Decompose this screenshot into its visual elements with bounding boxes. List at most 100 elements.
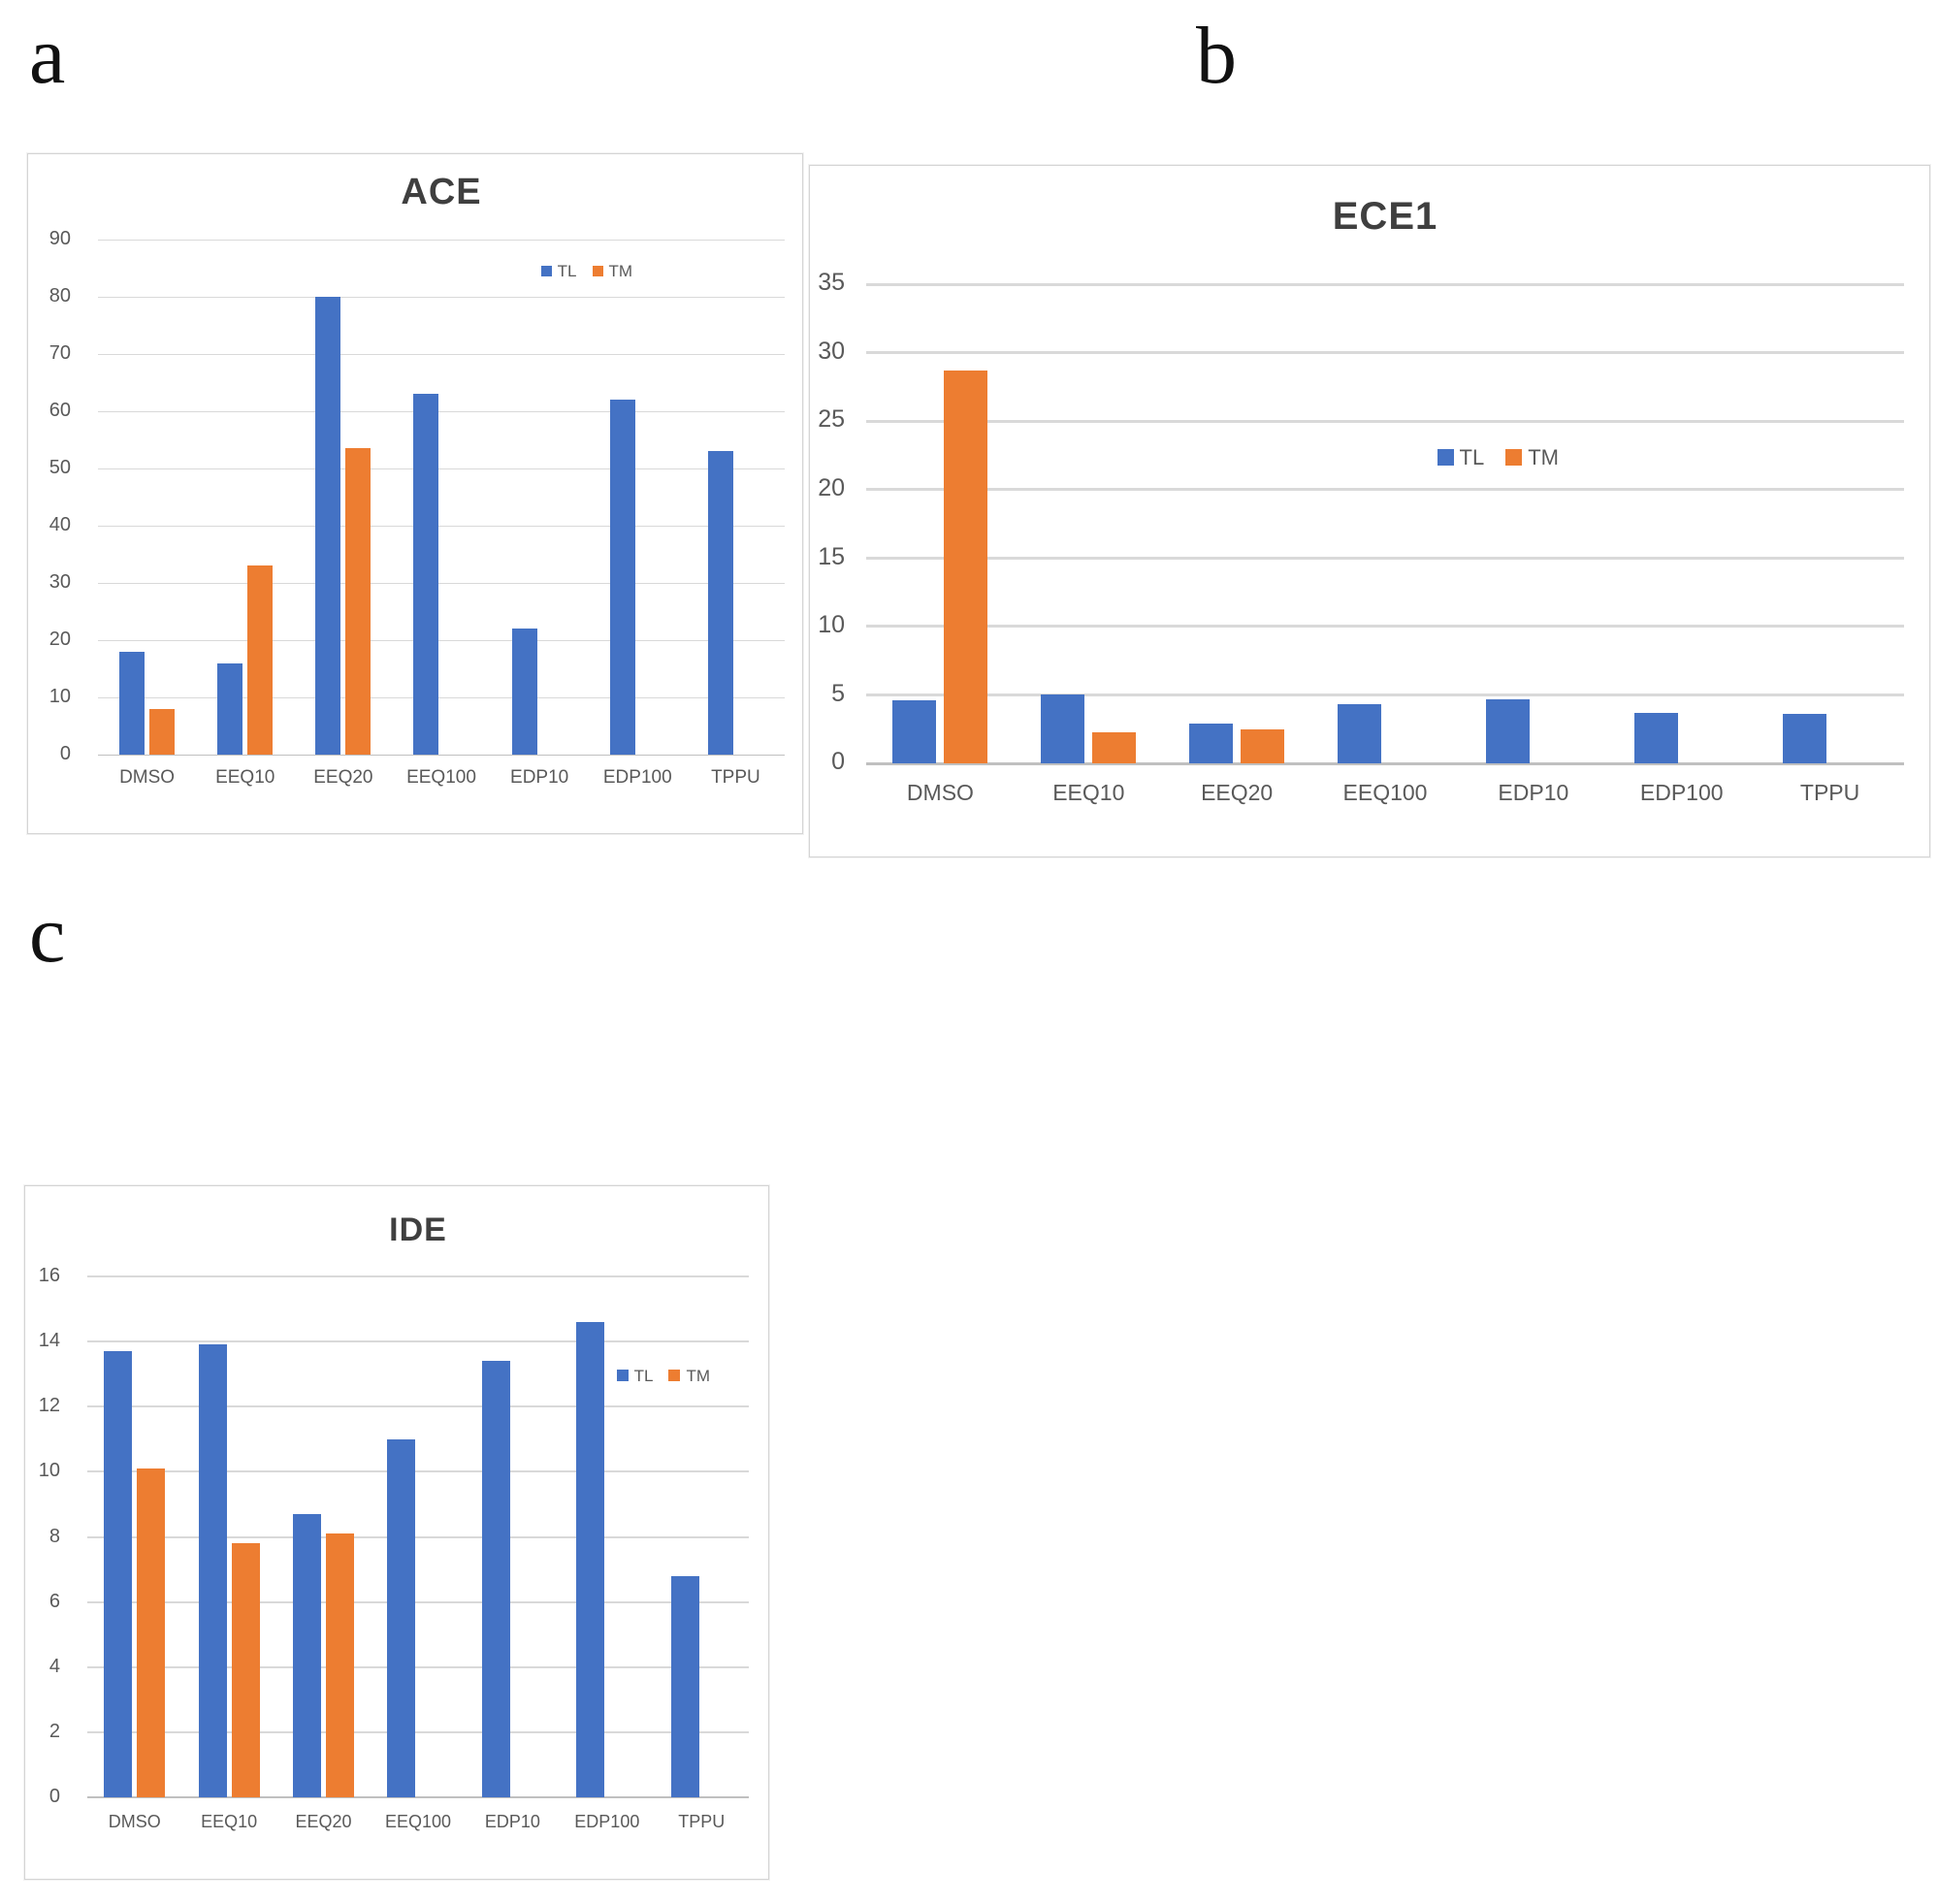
x-axis-line [87,1796,749,1798]
y-axis-tick-label: 80 [48,285,71,307]
bar-tl-eeq10 [198,1344,227,1797]
bar-tl-eeq10 [217,663,243,755]
bar-tl-dmso [892,700,937,763]
x-axis-category-label: EEQ20 [1201,780,1274,805]
y-axis-tick-label: 70 [48,342,71,364]
y-axis-tick-label: 35 [818,269,845,297]
legend-swatch-tm-icon [1505,449,1523,467]
bar-tm-dmso [137,1468,166,1797]
legend-ide: TL TM [616,1368,710,1384]
gridline [87,1730,749,1733]
y-axis-tick-label: 14 [38,1330,60,1352]
bar-group-eeq20 [294,240,392,755]
x-axis-category-label: EDP100 [574,1812,640,1831]
bar-group-edp100 [1607,284,1756,763]
y-axis-tick-label: 20 [818,473,845,501]
x-axis-labels: DMSO EEQ10 EEQ20 EEQ100 EDP10 EDP100 TPPU [98,767,785,789]
bar-group-edp10 [466,1276,560,1797]
legend-swatch-tm-icon [668,1370,681,1382]
gridline [866,282,1904,286]
chart-ace: ACE 0 10 20 30 40 50 60 70 80 90 TL TM DMSO EEQ10 EEQ20… [27,153,803,834]
bar-tm-eeq10 [247,565,274,755]
y-axis-tick-label: 16 [38,1265,60,1286]
bar-group-edp10 [491,240,589,755]
bar-group-eeq20 [1163,284,1311,763]
y-axis-tick-label: 30 [48,571,71,593]
bar-group-eeq100 [371,1276,465,1797]
bar-group-eeq10 [181,1276,275,1797]
chart-title-ece1: ECE1 [1332,195,1438,238]
bar-group-eeq20 [276,1276,371,1797]
x-axis-category-label: EEQ20 [313,767,373,788]
bar-group-dmso [866,284,1015,763]
bar-tl-edp100 [609,400,635,755]
y-axis-tick-label: 0 [59,743,71,764]
panel-label-b: b [1196,11,1237,101]
x-axis-category-label: DMSO [108,1812,161,1831]
plot-area-ace: TL TM [98,239,785,756]
gridline [866,556,1904,560]
bar-tm-eeq20 [345,448,371,755]
bar-group-eeq10 [1015,284,1163,763]
gridline [98,639,785,641]
bar-group-tppu [1756,284,1904,763]
chart-title-ace: ACE [401,172,482,212]
gridline [866,488,1904,492]
y-axis-tick-label: 10 [48,686,71,707]
y-axis-tick-label: 12 [38,1395,60,1417]
gridline [87,1470,749,1473]
y-axis-tick-label: 0 [831,748,845,776]
gridline [98,525,785,527]
legend-label-tm: TM [1528,444,1559,469]
plot-area-ece1: TL TM [866,282,1904,765]
bar-tl-tppu [670,1576,699,1797]
bar-tl-eeq100 [1338,704,1381,763]
x-axis-category-label: EDP10 [484,1812,540,1831]
chart-ece1: ECE1 0 5 10 15 20 25 30 35 TL TM DMSO EEQ10 EEQ20 EEQ1… [809,165,1930,857]
x-axis-category-label: EEQ100 [406,767,476,788]
x-axis-category-label: EEQ20 [295,1812,352,1831]
legend-swatch-tl-icon [540,265,552,276]
bar-group-edp100 [589,240,687,755]
legend-item-tl: TL [540,261,577,280]
bar-tl-edp100 [1633,713,1678,763]
gridline [98,353,785,355]
legend-item-tl: TL [1437,444,1485,469]
bar-tm-eeq20 [326,1533,355,1797]
x-axis-category-label: EEQ10 [1052,780,1125,805]
gridline [87,1340,749,1343]
x-axis-category-label: TPPU [1799,780,1860,805]
gridline [98,296,785,298]
bar-tm-eeq10 [1092,732,1137,763]
y-axis-tick-label: 40 [48,514,71,535]
gridline [87,1535,749,1538]
gridline [98,582,785,584]
bar-tl-eeq20 [315,297,341,755]
gridline [87,1405,749,1408]
y-axis-tick-label: 90 [48,228,71,249]
panel-label-c: c [29,889,66,980]
bar-group-edp10 [1459,284,1607,763]
x-axis-category-label: DMSO [906,780,974,805]
y-axis-tick-label: 10 [818,611,845,639]
legend-swatch-tl-icon [1437,449,1454,467]
x-axis-category-label: EDP100 [602,767,672,788]
bar-tl-tppu [1782,714,1826,763]
x-axis-category-label: EDP100 [1639,780,1724,805]
x-axis-labels: DMSO EEQ10 EEQ20 EEQ100 EDP10 EDP100 TPPU [866,780,1904,805]
x-axis-category-label: EDP10 [1498,780,1569,805]
bar-tl-tppu [707,451,733,755]
x-axis-category-label: EEQ10 [215,767,275,788]
gridline [87,1275,749,1277]
y-axis-tick-label: 60 [48,400,71,421]
plot-area-ide: TL TM [87,1275,749,1798]
y-axis-tick-label: 25 [818,405,845,434]
legend-label-tl: TL [557,261,577,280]
legend-label-tl: TL [1459,444,1485,469]
bar-tm-eeq10 [231,1543,260,1797]
gridline [866,419,1904,423]
gridline [98,468,785,469]
bar-tm-eeq20 [1241,729,1285,763]
bar-group-eeq100 [1311,284,1460,763]
